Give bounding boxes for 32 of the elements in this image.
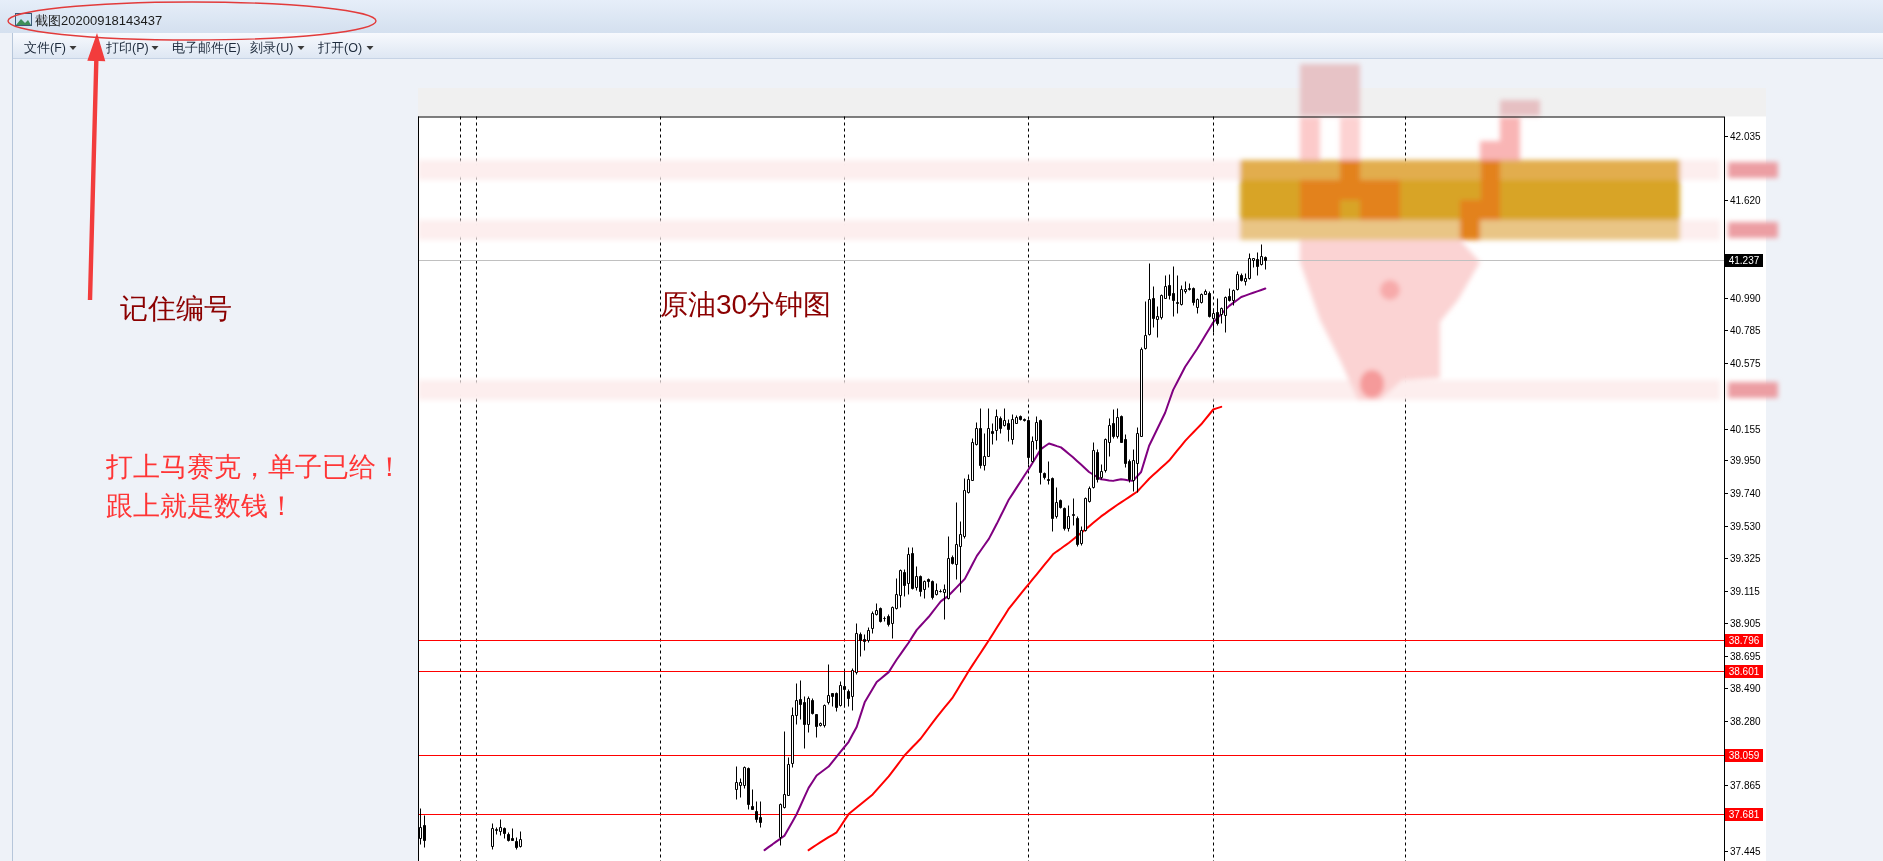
text: 截图20200918143437 <box>35 13 163 28</box>
y-tick-label: 38.695 <box>1730 651 1762 662</box>
y-tick-label: 40.575 <box>1730 358 1762 369</box>
text: 打上马赛克，单子已给！ <box>105 452 403 482</box>
ref-line-label: 38.059 <box>1728 750 1760 761</box>
y-tick-label: 40.785 <box>1730 325 1762 336</box>
y-tick-label: 40.155 <box>1730 424 1762 435</box>
y-tick-label: 37.445 <box>1730 846 1762 857</box>
y-tick-label: 39.325 <box>1730 553 1762 564</box>
ref-line-label: 41.237 <box>1728 255 1760 266</box>
ref-line-label: 38.796 <box>1728 635 1760 646</box>
text: 刻录(U) <box>250 41 294 55</box>
text: 电子邮件(E) <box>172 41 241 55</box>
y-tick-label: 39.740 <box>1730 488 1762 499</box>
y-tick-label: 39.115 <box>1730 586 1761 597</box>
y-tick-label: 40.990 <box>1730 293 1762 304</box>
y-tick-label: 38.490 <box>1730 683 1762 694</box>
text: 打印(P) <box>105 41 149 55</box>
text: 记住编号 <box>120 293 232 324</box>
y-tick-label: 38.280 <box>1730 716 1762 727</box>
text: 文件(F) <box>24 41 66 55</box>
text: 原油30分钟图 <box>660 289 832 320</box>
ref-line-label: 37.681 <box>1728 809 1760 820</box>
y-tick-label: 41.620 <box>1730 195 1762 206</box>
text: 跟上就是数钱！ <box>106 491 295 521</box>
y-tick-label: 39.950 <box>1730 455 1762 466</box>
y-tick-label: 42.035 <box>1730 131 1762 142</box>
y-tick-label: 38.905 <box>1730 618 1762 629</box>
text: 打开(O) <box>317 41 363 55</box>
ref-line-label: 38.601 <box>1728 666 1760 677</box>
y-tick-label: 37.865 <box>1730 780 1762 791</box>
y-tick-label: 39.530 <box>1730 521 1762 532</box>
